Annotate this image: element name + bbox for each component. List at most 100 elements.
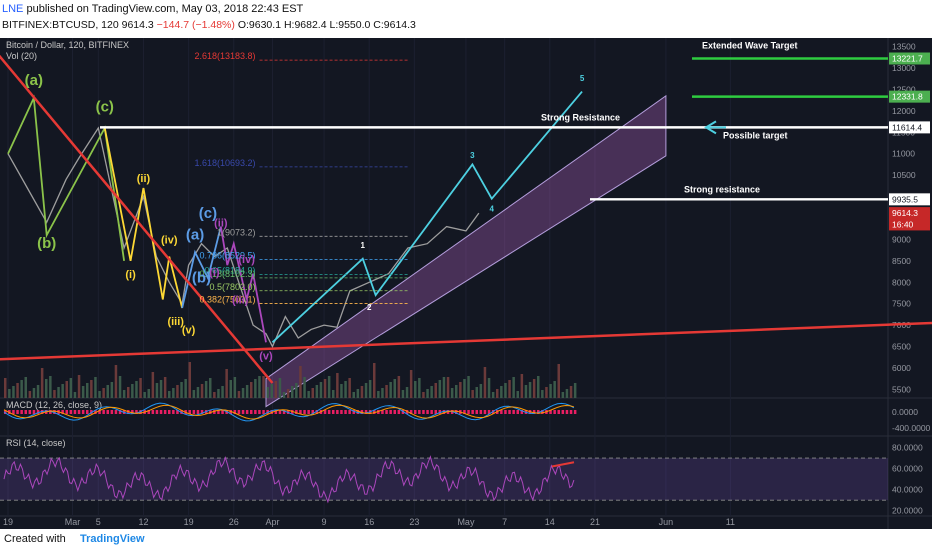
extended-wave-target-label: Extended Wave Target — [702, 40, 798, 50]
price-axis-tag — [889, 121, 930, 134]
volume-bar — [496, 389, 499, 398]
macd-histogram-bar — [487, 410, 491, 414]
macd-histogram-bar — [86, 410, 89, 414]
volume-bar — [344, 381, 347, 398]
macd-histogram-bar — [405, 410, 409, 414]
volume-bar — [569, 386, 573, 398]
volume-bar — [192, 390, 196, 398]
volume-bar — [159, 380, 163, 398]
volume-bar — [491, 392, 495, 398]
macd-histogram-bar — [163, 410, 167, 414]
volume-bar — [393, 379, 396, 398]
price-axis-tag — [889, 218, 930, 231]
volume-bar — [118, 376, 122, 398]
volume-bar — [520, 374, 524, 398]
volume-bar — [229, 380, 232, 398]
wave-label: (v) — [182, 325, 196, 337]
macd-histogram-bar — [516, 410, 519, 414]
macd-histogram-bar — [409, 410, 413, 414]
macd-histogram-bar — [356, 410, 360, 414]
volume-bar — [147, 389, 150, 398]
macd-histogram-bar — [159, 410, 163, 414]
symbol-info: BITFINEX:BTCUSD, 120 9614.3 −144.7 (−1.4… — [2, 19, 416, 31]
volume-bar — [524, 385, 528, 398]
author-link[interactable]: LNE — [2, 3, 24, 15]
volume-bar — [278, 378, 282, 398]
macd-histogram-bar — [278, 410, 282, 414]
y-tick-label: 7500 — [892, 299, 911, 309]
volume-bar — [479, 384, 483, 398]
macd-histogram-bar — [168, 410, 171, 414]
macd-histogram-bar — [196, 410, 200, 414]
macd-histogram-bar — [381, 410, 384, 414]
volume-bar — [336, 373, 339, 398]
volume-bar — [28, 391, 32, 398]
volume-bar — [532, 379, 536, 398]
macd-histogram-bar — [254, 410, 257, 414]
macd-histogram-bar — [94, 410, 97, 414]
macd-histogram-bar — [475, 410, 478, 414]
volume-bar — [385, 385, 388, 398]
wave-label: (a) — [25, 72, 43, 89]
volume-bar — [360, 386, 364, 398]
wave-label: (iii) — [167, 316, 184, 328]
macd-histogram-bar — [557, 410, 560, 414]
macd-tick-label: 0.0000 — [892, 407, 918, 417]
volume-bar — [24, 377, 27, 398]
macd-histogram-bar — [155, 410, 159, 414]
macd-histogram-bar — [262, 410, 265, 414]
chart-canvas[interactable]: 19 Mar 5 12 19 26 Apr 9 16 23 May 7 14 21 Jun 111350013… — [0, 38, 932, 529]
volume-bar — [414, 381, 417, 398]
volume-bar — [311, 388, 314, 398]
macd-histogram-bar — [561, 410, 565, 414]
volume-bar — [512, 377, 515, 398]
macd-histogram-bar — [237, 410, 241, 414]
volume-bar — [8, 389, 11, 398]
macd-tick-label: -400.0000 — [892, 423, 931, 433]
macd-histogram-bar — [315, 410, 319, 414]
volume-bar — [467, 376, 470, 398]
macd-histogram-bar — [295, 410, 298, 414]
volume-bar — [504, 383, 507, 398]
y-tick-label: 11000 — [892, 149, 915, 159]
volume-bar — [401, 390, 405, 398]
macd-histogram-bar — [323, 410, 327, 414]
rising-channel — [265, 94, 667, 408]
volume-bar — [233, 377, 237, 398]
x-tick-label: 5 — [96, 517, 101, 527]
macd-histogram-bar — [32, 410, 36, 414]
volume-bar — [139, 378, 142, 398]
y-tick-label: 12500 — [892, 84, 916, 94]
macd-histogram-bar — [151, 410, 155, 414]
volume-bar — [389, 382, 392, 398]
volume-bar — [340, 384, 343, 398]
volume-bar — [352, 392, 355, 398]
volume-bar — [377, 391, 380, 398]
price-axis-tag-label: 11614.4 — [892, 122, 922, 132]
wave-abc-blue — [181, 226, 222, 309]
fib-level-label: 0.5(7802.0) — [210, 282, 256, 292]
fib-level-label: 0.786(8529.5) — [200, 251, 256, 261]
x-tick-label: Apr — [265, 517, 279, 527]
macd-histogram-bar — [311, 410, 314, 414]
macd-histogram-bar — [442, 410, 446, 414]
macd-histogram-bar — [274, 410, 278, 414]
x-tick-label: 7 — [502, 517, 507, 527]
rsi-tick-label: 80.0000 — [892, 443, 923, 453]
macd-histogram-bar — [504, 410, 507, 414]
macd-histogram-bar — [12, 410, 15, 414]
volume-bar — [36, 385, 40, 398]
volume-bar — [241, 388, 245, 398]
volume-bar — [90, 380, 93, 398]
tradingview-logo[interactable]: TradingView — [80, 533, 145, 545]
volume-bar — [4, 378, 7, 398]
y-tick-label: 9000 — [892, 234, 911, 244]
volume-bar — [16, 383, 19, 398]
volume-bar — [81, 386, 85, 398]
macd-histogram-bar — [250, 410, 253, 414]
price-axis-tag-label: 9614.3 — [892, 208, 918, 218]
macd-histogram-bar — [389, 410, 392, 414]
y-tick-label: 6500 — [892, 342, 911, 352]
volume-bar — [381, 388, 384, 398]
volume-bar — [32, 388, 36, 398]
